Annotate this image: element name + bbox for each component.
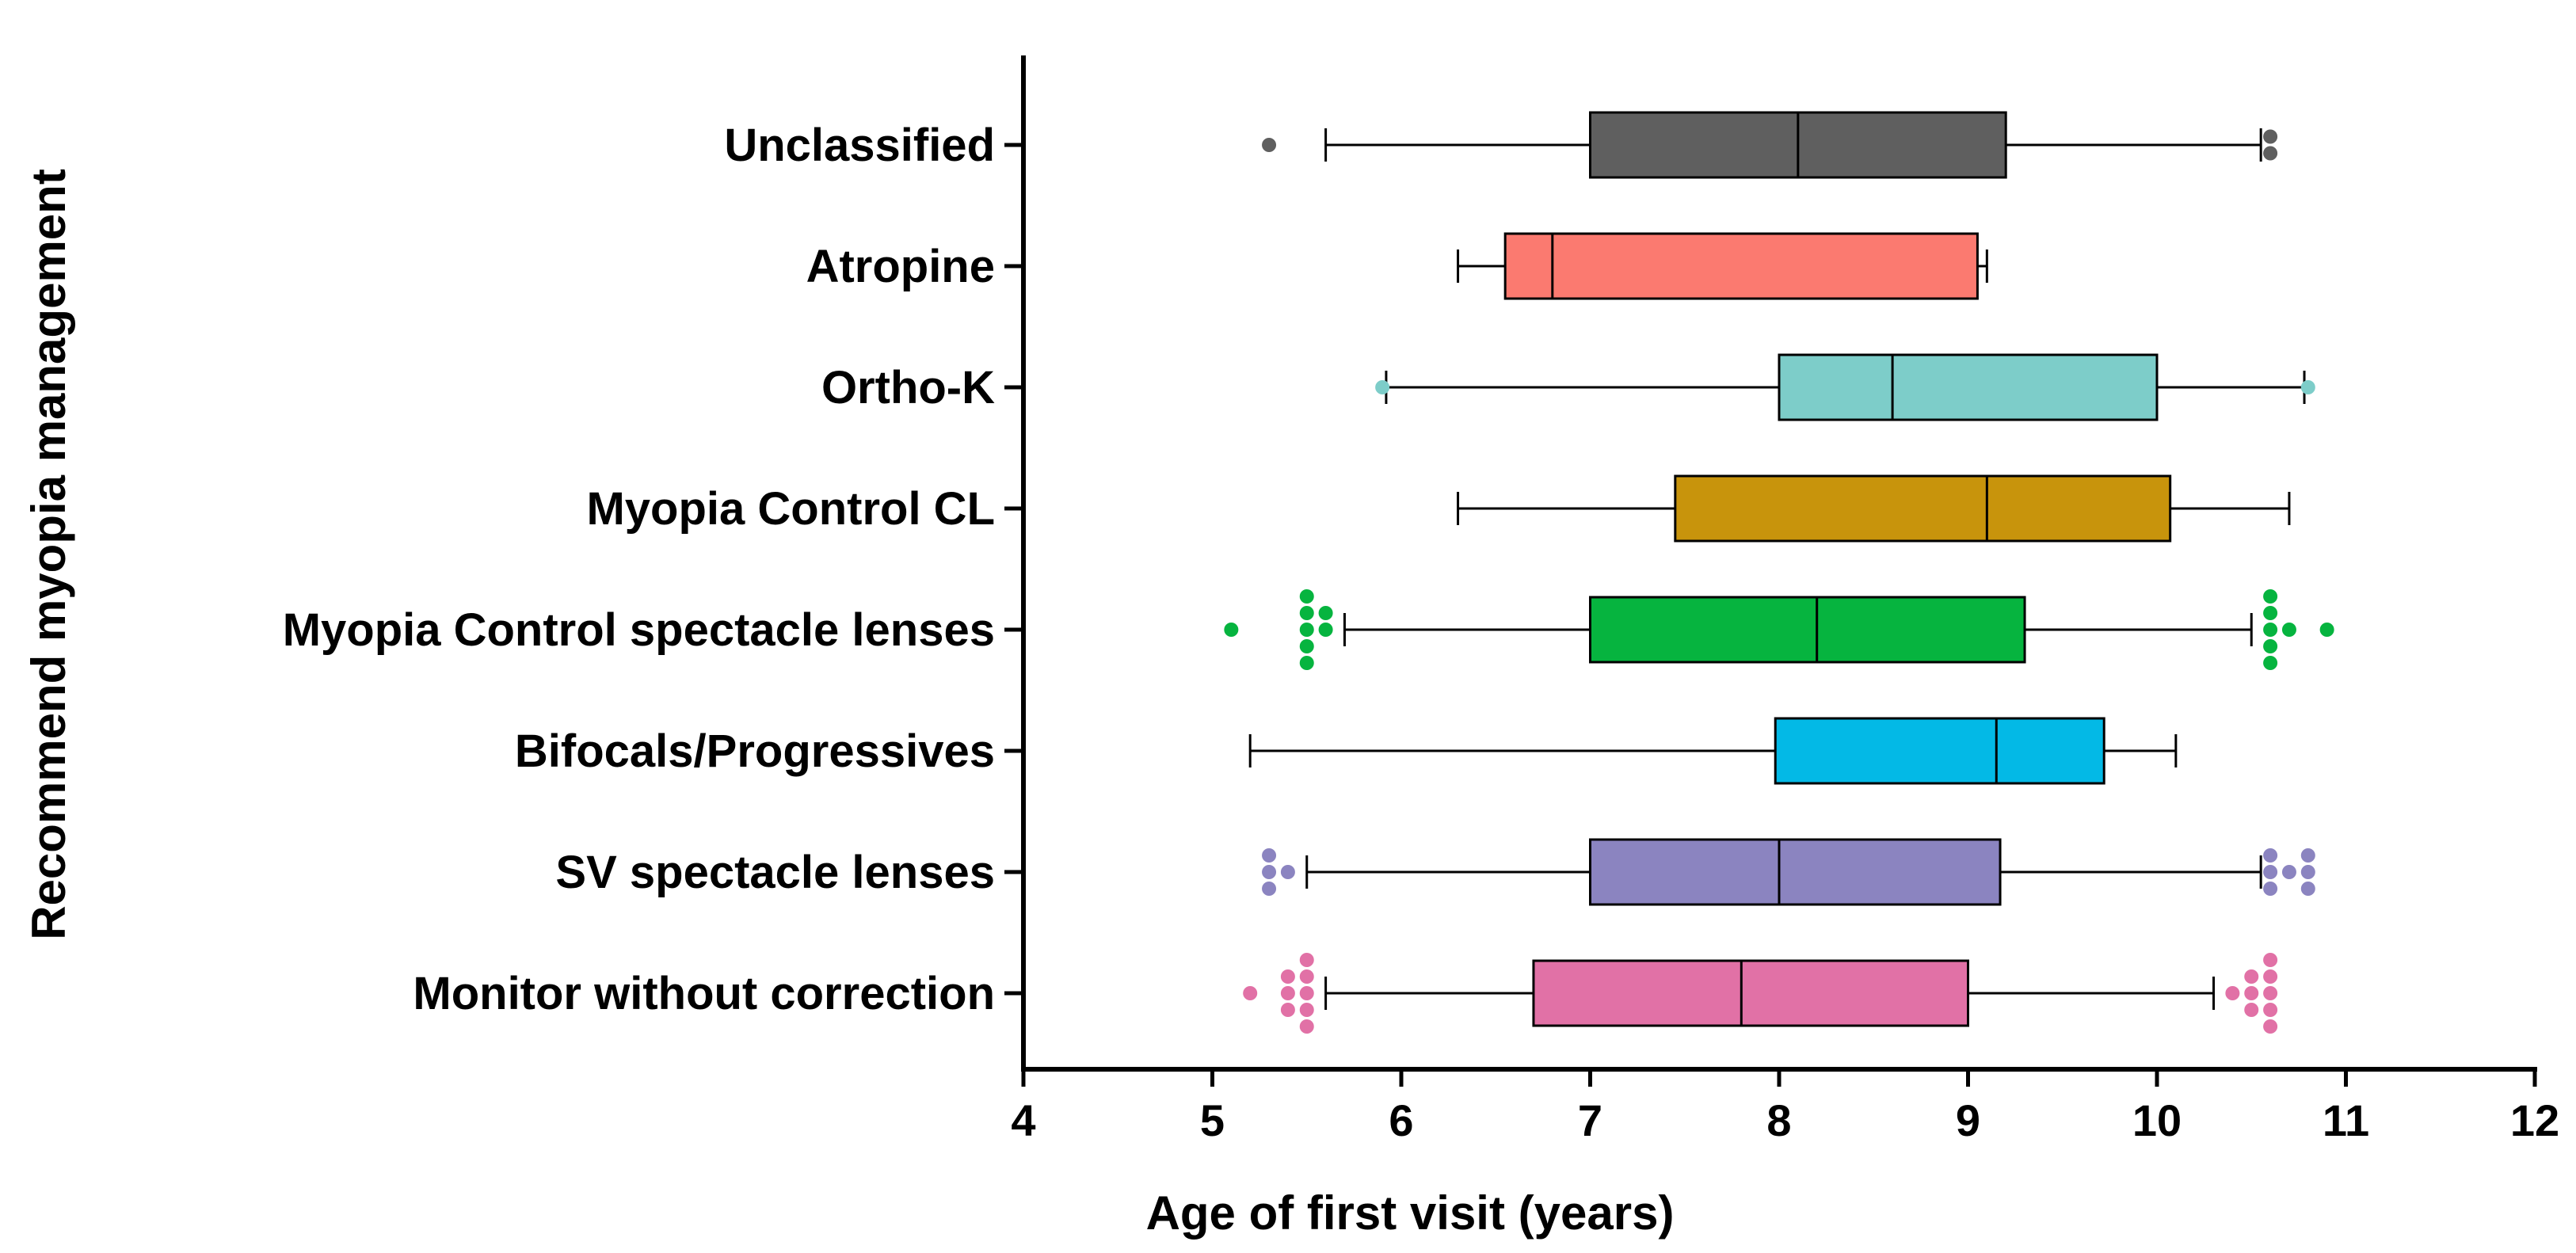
outlier-point	[2300, 380, 2315, 394]
iqr-box	[1778, 353, 2159, 421]
outlier-point	[2263, 589, 2278, 604]
x-tick-label: 4	[1011, 1095, 1035, 1145]
box-4	[1224, 589, 2334, 670]
outlier-point	[2263, 639, 2278, 653]
x-tick-label: 8	[1766, 1095, 1791, 1145]
box-2	[1375, 353, 2315, 421]
outlier-point	[1280, 969, 1295, 984]
outlier-point	[2263, 882, 2278, 896]
outlier-point	[2263, 986, 2278, 1000]
box-1	[1457, 232, 1988, 300]
iqr-box	[1589, 838, 2002, 906]
box-6	[1262, 838, 2315, 906]
box-7	[1243, 953, 2278, 1034]
outlier-point	[2263, 623, 2278, 637]
outlier-point	[1299, 623, 1314, 637]
outlier-point	[1299, 953, 1314, 967]
outlier-point	[2263, 953, 2278, 967]
x-tick-label: 5	[1200, 1095, 1225, 1145]
axes: Age of first visit (years) Recommend myo…	[22, 55, 2559, 1240]
outlier-point	[1262, 882, 1277, 896]
x-tick-label: 6	[1389, 1095, 1413, 1145]
category-label: Bifocals/Progressives	[515, 726, 995, 777]
outlier-point	[1280, 986, 1295, 1000]
box-0	[1262, 111, 2278, 179]
category-label: SV spectacle lenses	[555, 847, 995, 898]
outlier-point	[1299, 656, 1314, 670]
outlier-point	[1280, 1003, 1295, 1017]
outlier-point	[1299, 1003, 1314, 1017]
outlier-point	[1299, 639, 1314, 653]
outlier-point	[2263, 606, 2278, 620]
outlier-point	[1318, 606, 1333, 620]
y-axis-title: Recommend myopia management	[22, 169, 75, 940]
outlier-point	[1299, 589, 1314, 604]
outlier-point	[2300, 848, 2315, 863]
outlier-point	[1262, 848, 1277, 863]
outlier-point	[1243, 986, 1258, 1000]
outlier-point	[2263, 129, 2278, 144]
outlier-point	[2300, 882, 2315, 896]
iqr-box	[1774, 717, 2105, 785]
category-label: Myopia Control spectacle lenses	[283, 604, 995, 656]
outlier-point	[2263, 1003, 2278, 1017]
outlier-point	[2263, 146, 2278, 161]
outlier-point	[1280, 865, 1295, 879]
x-axis-title: Age of first visit (years)	[1146, 1186, 1675, 1240]
outlier-point	[2244, 986, 2259, 1000]
plot-area	[1224, 111, 2334, 1034]
outlier-point	[1299, 986, 1314, 1000]
outlier-point	[2263, 656, 2278, 670]
outlier-point	[2225, 986, 2240, 1000]
outlier-point	[1262, 138, 1277, 152]
category-label: Ortho-K	[821, 362, 995, 413]
category-label: Atropine	[806, 241, 995, 292]
iqr-box	[1503, 232, 1979, 300]
iqr-box	[1674, 474, 2172, 543]
outlier-point	[1299, 606, 1314, 620]
outlier-point	[2263, 848, 2278, 863]
category-label: Unclassified	[724, 120, 995, 171]
x-tick-label: 11	[2323, 1095, 2369, 1145]
outlier-point	[2300, 865, 2315, 879]
outlier-point	[2244, 969, 2259, 984]
outlier-point	[1262, 865, 1277, 879]
outlier-point	[2263, 1019, 2278, 1034]
box-5	[1248, 717, 2178, 785]
box-3	[1457, 474, 2291, 543]
iqr-box	[1532, 959, 1969, 1027]
outlier-point	[2281, 623, 2296, 637]
outlier-point	[1375, 380, 1390, 394]
iqr-box	[1589, 596, 2026, 664]
outlier-point	[1318, 623, 1333, 637]
x-tick-label: 9	[1956, 1095, 1980, 1145]
outlier-point	[2244, 1003, 2259, 1017]
x-tick-label: 12	[2510, 1095, 2559, 1145]
category-label: Myopia Control CL	[586, 483, 995, 535]
outlier-point	[2281, 865, 2296, 879]
outlier-point	[2263, 969, 2278, 984]
x-tick-label: 10	[2132, 1095, 2182, 1145]
outlier-point	[1299, 1019, 1314, 1034]
outlier-point	[2319, 623, 2334, 637]
outlier-point	[1224, 623, 1239, 637]
outlier-point	[2263, 865, 2278, 879]
category-label: Monitor without correction	[413, 968, 995, 1019]
outlier-point	[1299, 969, 1314, 984]
x-tick-label: 7	[1578, 1095, 1602, 1145]
